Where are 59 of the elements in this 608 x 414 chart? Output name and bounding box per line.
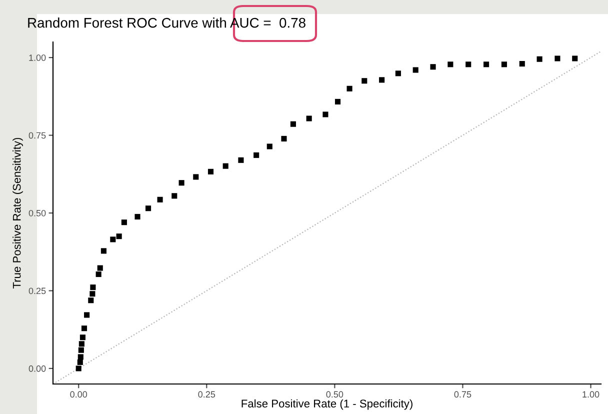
point [290,121,296,127]
point [266,144,272,150]
point [116,234,122,240]
x-tick-label: 0.25 [198,391,216,398]
point [110,236,116,242]
point [145,206,152,212]
point [334,98,341,104]
y-tick-label: 0.75 [28,132,46,139]
point [100,248,106,254]
point [84,312,90,318]
y-tick-label: 0.00 [28,365,46,372]
point [77,359,83,366]
point [395,70,401,76]
point [78,341,84,347]
point [76,366,82,372]
x-axis-title: False Positive Rate (1 - Specificity) [242,399,412,410]
point [501,62,507,68]
point [322,112,328,118]
point [519,60,525,67]
point [172,193,178,199]
y-tick-label: 0.25 [28,288,46,294]
x-tick-label: 0.75 [454,391,472,398]
point [448,62,454,68]
point [80,334,86,340]
point [193,174,199,180]
x-tick-label: 0.00 [70,391,88,398]
point [430,64,436,70]
point [222,163,228,169]
point [121,220,127,226]
point [97,265,103,271]
point [90,284,96,290]
x-tick-label: 1.00 [582,391,600,398]
point [484,62,490,68]
point [96,271,102,278]
point [572,56,578,62]
point [379,77,385,83]
point [157,196,163,202]
point [238,157,244,163]
point [78,354,84,360]
point [412,67,418,73]
point [254,152,260,158]
point [466,62,472,68]
x-tick-label: 0.50 [326,391,344,398]
point [346,86,352,92]
y-tick-label: 1.00 [29,54,46,61]
point [78,347,84,353]
point [554,56,560,62]
y-axis-title: True Positive Rate (Sensitivity) [12,138,23,288]
point [362,78,368,84]
y-tick-label: 0.50 [28,210,46,216]
point [178,180,184,186]
point [88,298,94,304]
point [281,136,287,142]
point [536,56,542,62]
point [81,326,88,332]
point [306,116,312,122]
point [134,214,140,220]
point [208,168,214,174]
point [90,291,96,297]
